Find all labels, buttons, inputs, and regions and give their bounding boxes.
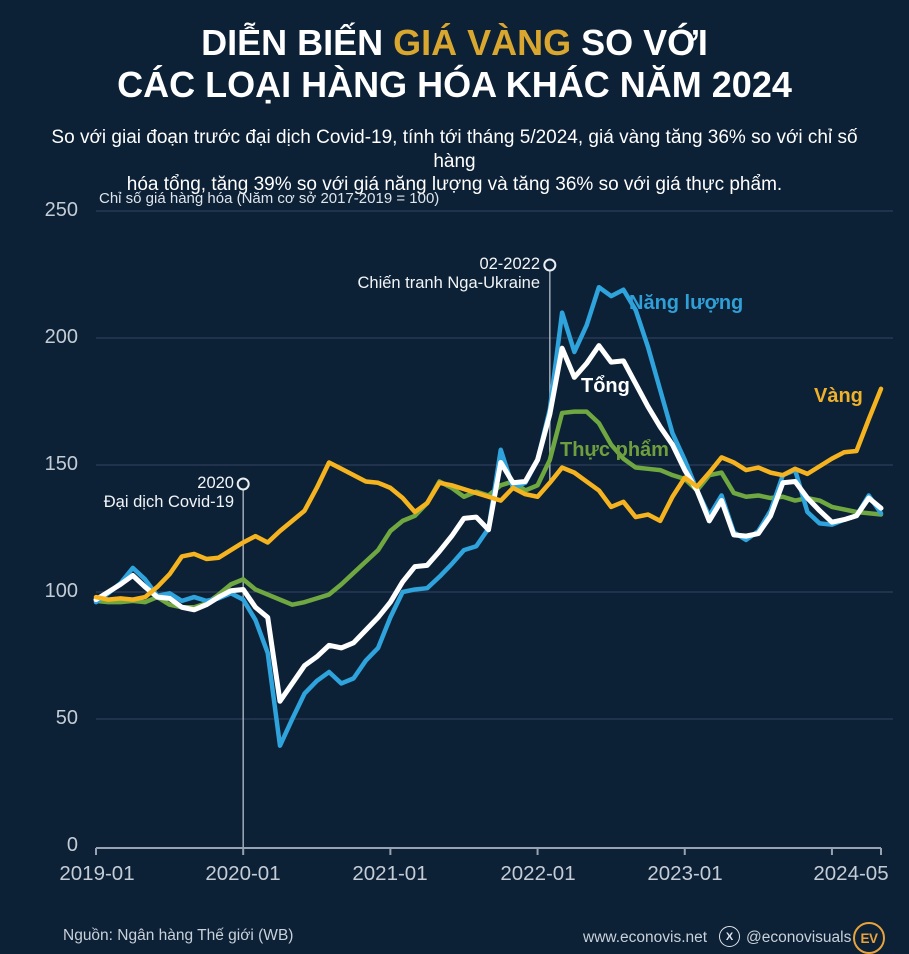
- website-url: www.econovis.net: [583, 929, 708, 946]
- title-highlight-gia-vang: GIÁ VÀNG: [393, 22, 572, 63]
- series-label-energy: Năng lượng: [629, 292, 744, 314]
- y-tick-0: 0: [66, 834, 78, 856]
- title-part2: SO VỚI: [571, 22, 708, 63]
- x-tick-2019-01: 2019-01: [59, 862, 135, 885]
- series-label-gold: Vàng: [814, 385, 863, 407]
- x-tick-2023-01: 2023-01: [647, 862, 723, 885]
- annotation-covid-label: Đại dịch Covid-19: [103, 492, 234, 511]
- page-title: DIỄN BIẾN GIÁ VÀNG SO VỚI CÁC LOẠI HÀNG …: [0, 22, 909, 106]
- x-tick-2022-01: 2022-01: [500, 862, 576, 885]
- annotation-marker-covid: [236, 477, 250, 491]
- annotation-war: 02-2022 Chiến tranh Nga-Ukraine: [320, 255, 540, 292]
- title-line-2: CÁC LOẠI HÀNG HÓA KHÁC NĂM 2024: [117, 64, 792, 105]
- social-handle: @econovisuals: [746, 929, 852, 946]
- y-tick-100: 100: [44, 580, 78, 602]
- annotation-war-label: Chiến tranh Nga-Ukraine: [357, 273, 540, 292]
- x-tick-2020-01: 2020-01: [205, 862, 281, 885]
- y-tick-200: 200: [44, 326, 78, 348]
- series-label-food: Thực phẩm: [560, 439, 669, 461]
- x-social-icon: X: [719, 926, 740, 947]
- annotation-covid-year: 2020: [197, 474, 234, 492]
- annotation-war-date: 02-2022: [479, 255, 540, 273]
- ev-logo: EV: [853, 922, 885, 954]
- annotation-marker-war: [543, 258, 557, 272]
- axis-note: Chỉ số giá hàng hóa (Năm cơ sở 2017-2019…: [99, 190, 440, 207]
- y-tick-250: 250: [44, 199, 78, 221]
- y-tick-50: 50: [55, 707, 78, 729]
- title-part1: DIỄN BIẾN: [201, 22, 394, 63]
- series-label-total: Tổng: [581, 375, 630, 397]
- x-tick-2021-01: 2021-01: [352, 862, 428, 885]
- source-credit: Nguồn: Ngân hàng Thế giới (WB): [63, 927, 294, 944]
- subtitle-line-2: hóa tổng, tăng 39% so với giá năng lượng…: [126, 174, 783, 195]
- x-tick-2024-05: 2024-05: [813, 862, 889, 885]
- title-line-1: DIỄN BIẾN GIÁ VÀNG SO VỚI: [0, 22, 909, 64]
- series-line-gold: [93, 386, 884, 602]
- series-line-total: [93, 343, 884, 704]
- x-logo-glyph: X: [725, 930, 734, 943]
- y-tick-150: 150: [44, 453, 78, 475]
- annotation-covid: 2020 Đại dịch Covid-19: [14, 474, 234, 511]
- subtitle-line-1: So với giai đoạn trước đại dịch Covid-19…: [51, 127, 858, 172]
- subtitle: So với giai đoạn trước đại dịch Covid-19…: [34, 126, 875, 197]
- ev-logo-glyph: EV: [860, 930, 878, 946]
